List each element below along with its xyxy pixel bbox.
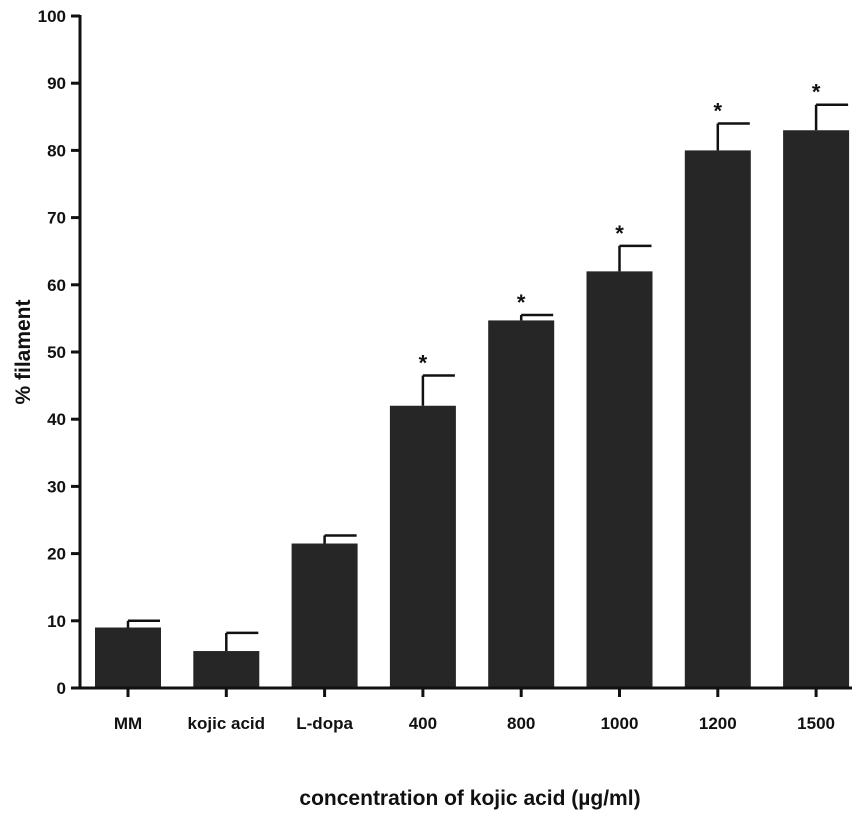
bar-1 [193, 651, 259, 688]
significance-mark-6: * [714, 99, 723, 124]
y-axis-ticks: 0 10 20 30 40 50 60 70 80 90 100 [38, 7, 80, 698]
y-tick-label-40: 40 [47, 410, 66, 429]
significance-mark-5: * [615, 221, 624, 246]
significance-mark-4: * [517, 290, 526, 315]
y-tick-label-80: 80 [47, 141, 66, 160]
y-tick-label-70: 70 [47, 209, 66, 228]
y-tick-label-10: 10 [47, 612, 66, 631]
x-tick-label-0: MM [114, 714, 142, 733]
bar-2 [292, 544, 358, 688]
x-tick-label-4: 800 [507, 714, 535, 733]
x-tick-label-1: kojic acid [188, 714, 265, 733]
y-tick-label-20: 20 [47, 545, 66, 564]
x-tick-label-7: 1500 [797, 714, 835, 733]
bar-4 [488, 320, 554, 688]
y-tick-label-100: 100 [38, 7, 66, 26]
bar-0 [95, 628, 161, 688]
y-tick-label-90: 90 [47, 74, 66, 93]
x-axis-ticks: MM kojic acid L-dopa 400 800 1000 1200 1500 [114, 688, 835, 733]
x-tick-label-2: L-dopa [296, 714, 353, 733]
significance-mark-3: * [419, 351, 428, 376]
x-tick-label-6: 1200 [699, 714, 737, 733]
bar-3 [390, 406, 456, 688]
significance-mark-7: * [812, 80, 821, 105]
y-tick-label-60: 60 [47, 276, 66, 295]
y-tick-label-30: 30 [47, 477, 66, 496]
bar-7 [783, 130, 849, 688]
x-tick-label-5: 1000 [601, 714, 639, 733]
bars [95, 130, 849, 688]
bar-6 [685, 150, 751, 688]
x-tick-label-3: 400 [409, 714, 437, 733]
y-tick-label-50: 50 [47, 343, 66, 362]
bar-5 [587, 271, 653, 688]
y-tick-label-0: 0 [57, 679, 66, 698]
x-axis-title: concentration of kojic acid (µg/ml) [299, 787, 640, 810]
y-axis-title: % filament [12, 299, 35, 404]
